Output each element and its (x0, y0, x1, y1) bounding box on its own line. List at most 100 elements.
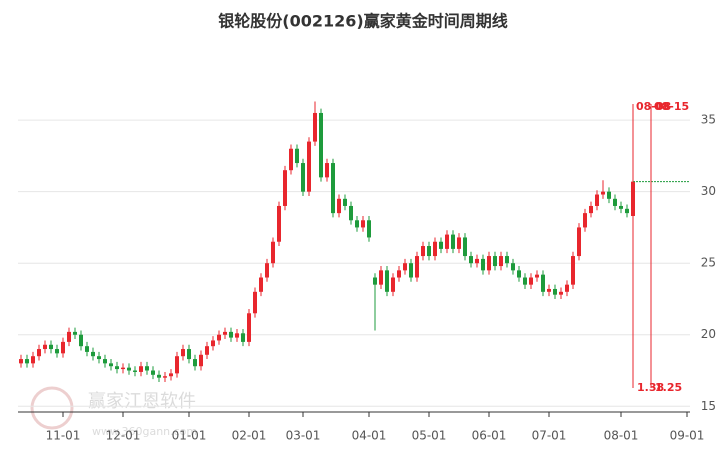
candle-body (379, 270, 383, 285)
candle-body (91, 351, 95, 357)
candle-body (265, 263, 269, 278)
candle-body (577, 227, 581, 257)
candle-body (343, 198, 347, 206)
candle-body (601, 191, 605, 195)
cycle-ratio: 1.25 (655, 381, 682, 394)
candle-body (481, 258, 485, 271)
candle-body (307, 141, 311, 192)
candle-body (397, 270, 401, 278)
candle-body (445, 234, 449, 249)
candle-body (451, 234, 455, 249)
candle-body (505, 256, 509, 264)
watermark-logo (30, 386, 74, 430)
x-tick-label: 03-01 (286, 429, 321, 443)
candle-body (613, 198, 617, 206)
candle-body (427, 246, 431, 257)
candle-body (373, 277, 377, 285)
candle-body (619, 205, 623, 209)
candle-body (475, 258, 479, 264)
candle-body (103, 359, 107, 364)
x-tick-label: 08-01 (604, 429, 639, 443)
candle-body (541, 274, 545, 292)
candle-body (277, 205, 281, 242)
candle-body (319, 112, 323, 178)
candle-body (49, 344, 53, 350)
candle-body (589, 205, 593, 214)
candle-body (499, 256, 503, 267)
candle-body (187, 349, 191, 360)
candle-body (199, 354, 203, 367)
candle-body (73, 331, 77, 335)
candle-body (301, 163, 305, 192)
candle-body (433, 241, 437, 257)
candle-body (163, 376, 167, 378)
candle-body (313, 112, 317, 142)
candle-body (241, 333, 245, 342)
candle-body (625, 208, 629, 214)
candle-body (139, 366, 143, 372)
candle-body (295, 148, 299, 164)
candle-body (469, 256, 473, 264)
candle-body (409, 263, 413, 278)
candle-body (421, 246, 425, 257)
x-tick-label: 12-01 (106, 429, 141, 443)
candle-body (607, 191, 611, 199)
candle-body (193, 359, 197, 367)
candle-body (583, 213, 587, 228)
candle-body (559, 291, 563, 295)
candle-body (145, 366, 149, 371)
x-tick-label: 06-01 (472, 429, 507, 443)
candle-body (349, 205, 353, 221)
watermark-name: 赢家江恩软件 (88, 390, 196, 412)
candle-body (439, 241, 443, 249)
candle-body (37, 349, 41, 357)
candle-body (517, 270, 521, 278)
candle-body (79, 334, 83, 347)
candle-body (259, 277, 263, 292)
candle-body (223, 331, 227, 335)
candle-body (547, 288, 551, 292)
candle-body (571, 256, 575, 285)
candle-body (385, 270, 389, 292)
candle-body (181, 349, 185, 357)
x-tick-label: 04-01 (352, 429, 387, 443)
y-tick-label: 15 (701, 399, 716, 413)
candle-body (331, 163, 335, 214)
candle-body (487, 256, 491, 271)
candle-body (127, 367, 131, 371)
candle-body (97, 356, 101, 360)
candle-body (367, 220, 371, 238)
candle-body (523, 277, 527, 285)
candle-body (19, 359, 23, 364)
x-tick-label: 01-01 (172, 429, 207, 443)
candle-body (361, 220, 365, 228)
candle-body (493, 256, 497, 267)
x-tick-label: 07-01 (532, 429, 567, 443)
candle-body (325, 163, 329, 178)
watermark-url: www.360gann.com (92, 425, 197, 438)
candle-body (283, 170, 287, 206)
cycle-date: 08-08 (636, 100, 671, 113)
candle-body (133, 370, 137, 372)
candle-body (175, 356, 179, 374)
candle-body (271, 241, 275, 264)
candle-body (511, 263, 515, 271)
candle-body (43, 344, 47, 350)
candle-body (169, 373, 173, 377)
candle-body (211, 340, 215, 347)
candle-body (85, 346, 89, 352)
x-tick-label: 11-01 (46, 429, 81, 443)
x-tick-label: 05-01 (412, 429, 447, 443)
candle-body (67, 331, 71, 342)
candle-body (151, 370, 155, 375)
candle-body (217, 334, 221, 341)
candle-body (121, 367, 125, 370)
candle-body (355, 220, 359, 228)
candle-body (61, 341, 65, 354)
candle-body (337, 198, 341, 214)
candle-body (25, 359, 29, 364)
candle-body (55, 349, 59, 354)
candle-body (529, 277, 533, 285)
candle-body (253, 291, 257, 314)
